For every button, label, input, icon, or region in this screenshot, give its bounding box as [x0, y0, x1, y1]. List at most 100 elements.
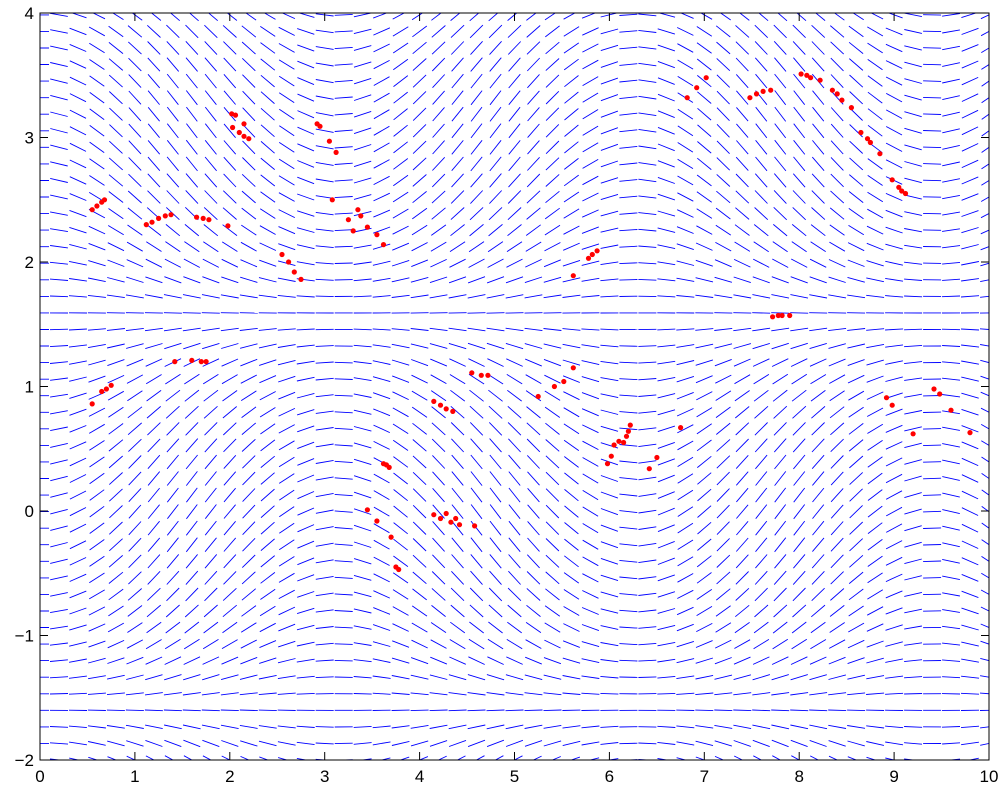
field-segment: [715, 25, 731, 38]
field-segment: [735, 471, 749, 486]
field-segment: [527, 90, 540, 105]
field-segment: [353, 676, 372, 679]
field-segment: [392, 606, 409, 616]
field-segment: [186, 504, 198, 520]
field-segment: [771, 692, 790, 696]
field-segment: [166, 156, 179, 172]
field-segment: [638, 592, 657, 596]
field-segment: [221, 639, 238, 649]
field-segment: [981, 97, 989, 104]
field-segment: [50, 177, 68, 183]
field-segment: [600, 557, 619, 565]
field-segment: [278, 572, 295, 583]
field-segment: [393, 91, 408, 104]
field-segment: [315, 575, 334, 580]
field-segment: [147, 471, 161, 486]
field-segment: [278, 192, 295, 202]
field-segment: [106, 709, 125, 712]
field-segment: [258, 709, 277, 712]
field-segment: [353, 295, 372, 298]
field-segment: [714, 294, 733, 299]
field-segment: [87, 328, 106, 331]
field-segment: [201, 724, 220, 730]
field-segment: [733, 724, 752, 730]
field-segment: [185, 520, 198, 536]
field-segment: [638, 145, 657, 150]
field-segment: [411, 242, 428, 252]
field-segment: [942, 211, 960, 216]
field-segment: [829, 406, 845, 419]
field-segment: [185, 438, 199, 453]
field-segment: [50, 410, 68, 415]
field-segment: [334, 63, 353, 66]
field-segment: [695, 375, 713, 384]
field-segment: [716, 107, 730, 122]
field-segment: [695, 259, 713, 267]
field-segment: [334, 643, 353, 645]
field-segment: [242, 123, 256, 138]
field-segment: [126, 241, 143, 252]
field-segment: [961, 244, 979, 250]
field-segment: [714, 740, 733, 747]
field-segment: [260, 174, 276, 187]
field-segment: [923, 163, 942, 165]
field-segment: [277, 741, 296, 746]
field-segment: [885, 376, 903, 382]
field-segment: [184, 224, 200, 237]
field-segment: [736, 90, 749, 105]
field-segment: [107, 657, 125, 664]
field-segment: [543, 692, 562, 696]
field-segment: [582, 473, 599, 484]
field-segment: [222, 224, 238, 236]
field-segment: [88, 675, 106, 680]
field-segment: [167, 504, 179, 519]
field-segment: [505, 294, 524, 299]
field-segment: [716, 504, 730, 519]
field-segment: [242, 471, 256, 486]
field-segment: [183, 638, 200, 650]
field-segment: [107, 740, 125, 747]
field-segment: [677, 456, 694, 467]
field-segment: [88, 606, 106, 616]
field-segment: [315, 161, 334, 166]
field-segment: [773, 422, 787, 436]
data-point: [203, 359, 209, 365]
field-segment: [147, 107, 160, 122]
field-segment: [638, 742, 657, 745]
field-segment: [867, 191, 884, 203]
field-segment: [923, 47, 942, 49]
field-segment: [582, 159, 599, 169]
field-segment: [260, 141, 275, 154]
field-segment: [126, 740, 144, 747]
field-segment: [278, 226, 296, 235]
field-segment: [600, 508, 619, 516]
field-segment: [69, 474, 87, 483]
field-segment: [847, 294, 866, 299]
field-segment: [49, 278, 69, 281]
field-segment: [260, 588, 276, 600]
field-segment: [49, 758, 64, 760]
field-segment: [942, 476, 960, 481]
data-point: [848, 105, 855, 111]
field-segment: [296, 261, 315, 266]
field-segment: [791, 638, 808, 650]
field-segment: [450, 24, 465, 38]
field-segment: [600, 227, 619, 233]
field-segment: [774, 139, 787, 155]
field-segment: [904, 459, 922, 465]
field-segment: [489, 106, 502, 122]
data-point: [703, 75, 709, 81]
field-segment: [695, 674, 714, 680]
field-segment: [885, 757, 897, 760]
field-segment: [676, 658, 695, 664]
field-segment: [848, 225, 865, 236]
data-point: [585, 255, 592, 261]
field-segment: [524, 724, 543, 729]
field-segment: [830, 537, 844, 552]
field-segment: [279, 522, 295, 534]
field-segment: [185, 139, 198, 155]
field-segment: [353, 94, 372, 101]
field-segment: [127, 25, 143, 38]
field-segment: [50, 161, 68, 167]
field-segment: [545, 90, 560, 105]
